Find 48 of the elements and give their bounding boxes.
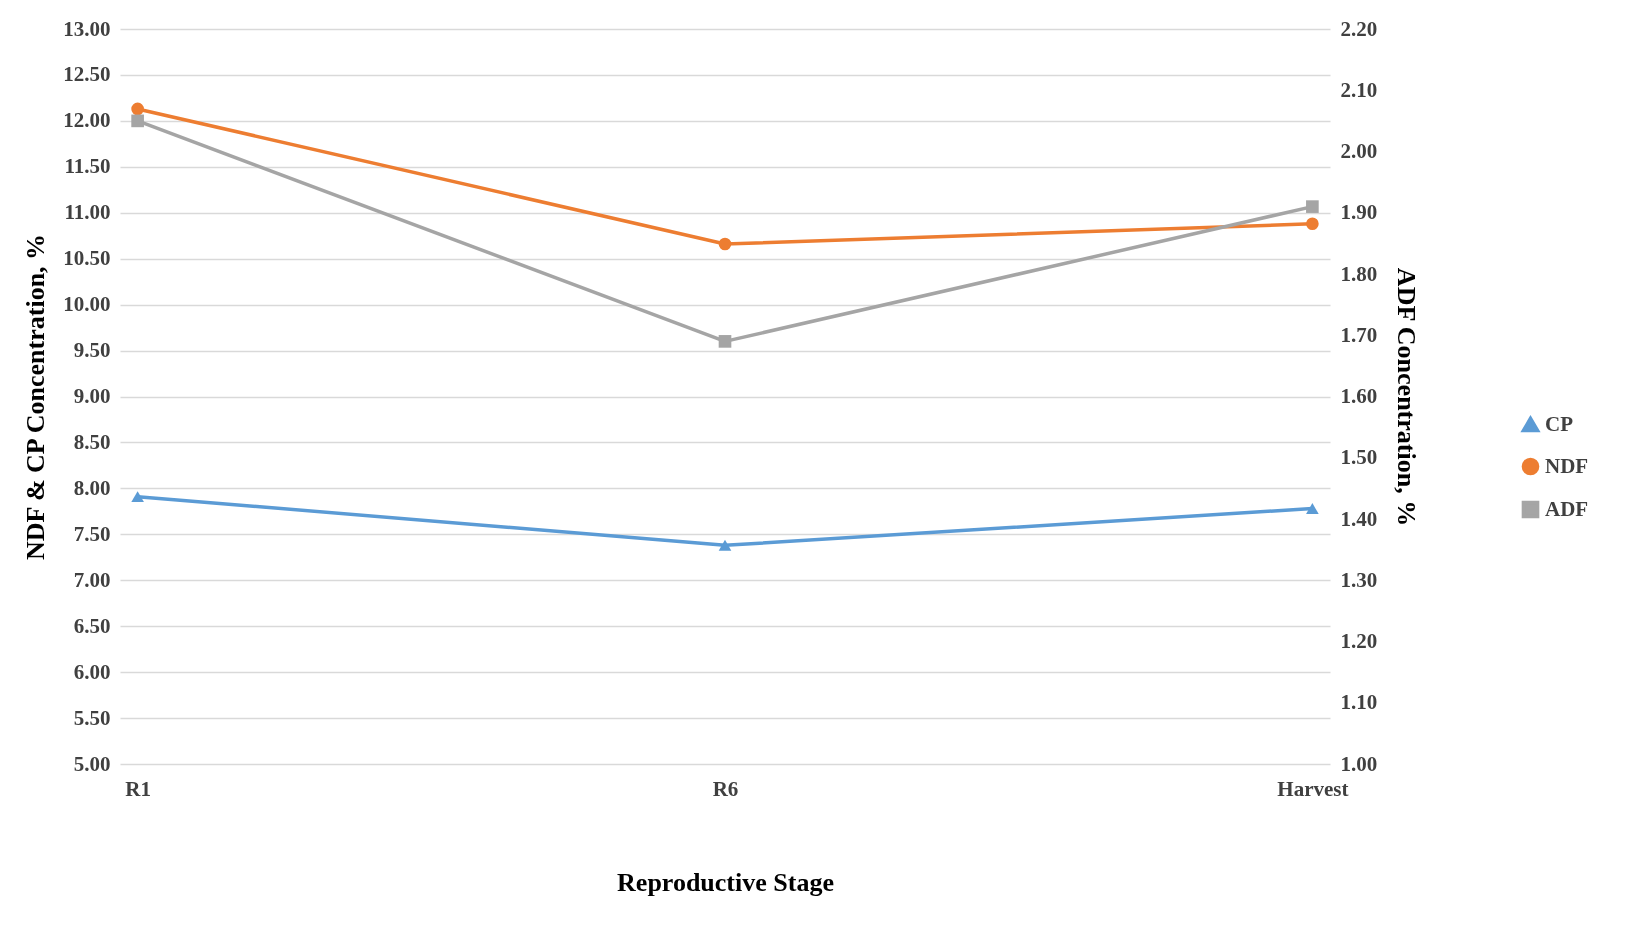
point: [131, 114, 144, 128]
legend-label: CP: [1545, 411, 1574, 436]
y-tick-label: 11.00: [64, 200, 111, 225]
x-tick-label: R6: [712, 776, 739, 801]
y2-tick-label: 1.70: [1340, 322, 1378, 347]
y-tick-label: 9.00: [73, 384, 111, 408]
point: [1306, 217, 1319, 231]
y-tick-label: 6.50: [73, 613, 111, 638]
y-tick-label: 10.00: [63, 292, 111, 317]
y-tick-label: 9.50: [73, 338, 111, 363]
y-tick-label: 5.50: [73, 705, 111, 730]
y2-tick-label: 1.30: [1340, 567, 1378, 592]
point: [131, 491, 144, 503]
point: [718, 539, 732, 551]
point: [1306, 200, 1319, 213]
x-tick-label: Harvest: [1277, 776, 1349, 801]
y2-tick-label: 2.10: [1340, 77, 1378, 102]
point: [718, 237, 732, 251]
y-tick-label: 12.50: [63, 62, 111, 87]
y2-tick-label: 2.00: [1340, 139, 1378, 163]
x-tick-label: R1: [125, 776, 151, 801]
y2-tick-label: 1.90: [1340, 200, 1378, 225]
y2-tick-label: 1.80: [1340, 261, 1378, 286]
y2-tick-label: 1.40: [1340, 506, 1378, 531]
y-tick-label: 11.50: [64, 154, 111, 179]
point: [1306, 503, 1319, 515]
y-tick-label: 8.50: [73, 429, 111, 454]
y-tick-label: 13.00: [63, 16, 111, 41]
y-tick-label: 5.00: [73, 751, 111, 776]
x-axis-title: Reproductive Stage: [617, 867, 834, 897]
y2-tick-label: 2.20: [1340, 16, 1378, 41]
y-tick-label: 7.00: [73, 567, 111, 592]
point: [131, 102, 144, 116]
y-tick-label: 10.50: [63, 246, 111, 271]
y2-tick-label: 1.20: [1340, 629, 1378, 653]
y-axis-title: NDF & CP Concentration, %: [21, 233, 51, 561]
legend-label: ADF: [1545, 496, 1589, 521]
y-tick-label: 7.50: [73, 521, 111, 546]
y2-tick-label: 1.60: [1340, 384, 1378, 408]
y-tick-label: 8.00: [73, 475, 111, 500]
y2-tick-label: 1.00: [1340, 751, 1378, 776]
y-tick-label: 6.00: [73, 659, 111, 684]
y-tick-label: 12.00: [63, 108, 111, 133]
point: [718, 335, 732, 348]
y2-axis-title: ADF Concentration, %: [1392, 267, 1422, 527]
y2-tick-label: 1.10: [1340, 690, 1378, 715]
legend-label: NDF: [1545, 453, 1589, 478]
y2-tick-label: 1.50: [1340, 445, 1378, 470]
